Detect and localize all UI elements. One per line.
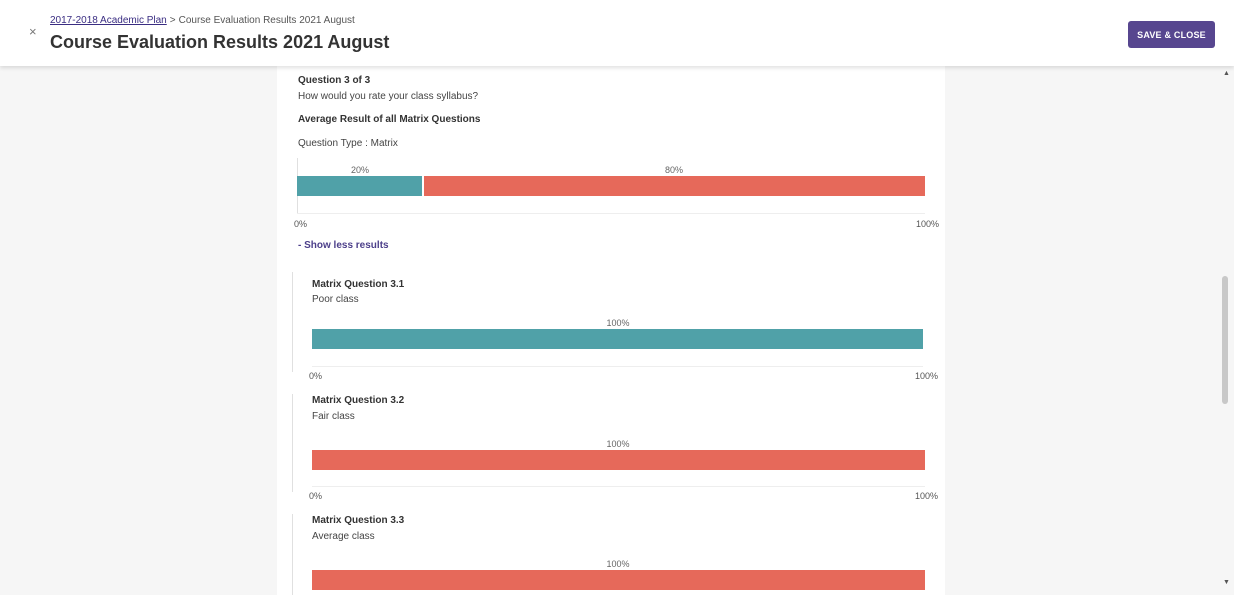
scrollbar[interactable]: ▲ ▼ <box>1219 66 1234 595</box>
breadcrumb-separator: > <box>169 15 176 26</box>
matrix-question-subtitle: Poor class <box>312 294 359 305</box>
bar-segment <box>312 329 923 349</box>
bar-segment <box>312 450 925 470</box>
matrix-block-border <box>292 394 293 492</box>
axis-min-label: 0% <box>294 219 308 229</box>
question-type-label: Question Type : Matrix <box>298 138 398 149</box>
page-header: × 2017-2018 Academic Plan > Course Evaluat… <box>0 0 1234 66</box>
bar-segment <box>297 176 423 196</box>
breadcrumb-current: Course Evaluation Results 2021 August <box>178 15 355 26</box>
segment-label-red: 80% <box>664 165 684 175</box>
page-title: Course Evaluation Results 2021 August <box>50 32 390 52</box>
bar-segment <box>424 176 925 196</box>
chart-baseline <box>297 213 925 214</box>
axis-max-label: 100% <box>915 491 939 501</box>
show-less-results-toggle[interactable]: - Show less results <box>298 240 389 251</box>
bar-value-label: 100% <box>606 318 630 328</box>
bar-value-label: 100% <box>606 559 630 569</box>
matrix-block-border <box>292 272 293 372</box>
average-stacked-bar <box>297 176 925 196</box>
matrix-question-title: Matrix Question 3.2 <box>312 395 405 406</box>
matrix-question-subtitle: Average class <box>312 531 375 542</box>
axis-min-label: 0% <box>309 371 323 381</box>
question-counter: Question 3 of 3 <box>298 75 371 86</box>
close-icon[interactable]: × <box>29 24 37 39</box>
question-text: How would you rate your class syllabus? <box>298 91 479 102</box>
matrix-block-border <box>292 514 293 595</box>
matrix-question-bar <box>312 570 925 590</box>
scroll-up-arrow-icon[interactable]: ▲ <box>1223 70 1230 77</box>
matrix-question-title: Matrix Question 3.3 <box>312 515 405 526</box>
axis-min-label: 0% <box>309 491 323 501</box>
average-result-heading: Average Result of all Matrix Questions <box>298 114 481 125</box>
bar-segment-gap <box>422 176 425 196</box>
matrix-question-title: Matrix Question 3.1 <box>312 279 405 290</box>
results-panel: Question 3 of 3 How would you rate your … <box>277 66 945 595</box>
scroll-down-arrow-icon[interactable]: ▼ <box>1223 579 1230 586</box>
matrix-question-bar <box>312 329 923 349</box>
matrix-question-subtitle: Fair class <box>312 411 355 422</box>
bar-segment <box>312 570 925 590</box>
axis-max-label: 100% <box>916 219 940 229</box>
chart-baseline <box>312 486 925 487</box>
chart-baseline <box>312 366 923 367</box>
bar-value-label: 100% <box>606 439 630 449</box>
breadcrumb-link-academic-plan[interactable]: 2017-2018 Academic Plan <box>50 15 167 26</box>
axis-max-label: 100% <box>915 371 939 381</box>
segment-label-teal: 20% <box>350 165 370 175</box>
matrix-question-bar <box>312 450 925 470</box>
breadcrumb: 2017-2018 Academic Plan > Course Evaluatio… <box>50 15 355 26</box>
scrollbar-thumb[interactable] <box>1222 276 1228 404</box>
save-close-button[interactable]: SAVE & CLOSE <box>1128 21 1215 48</box>
